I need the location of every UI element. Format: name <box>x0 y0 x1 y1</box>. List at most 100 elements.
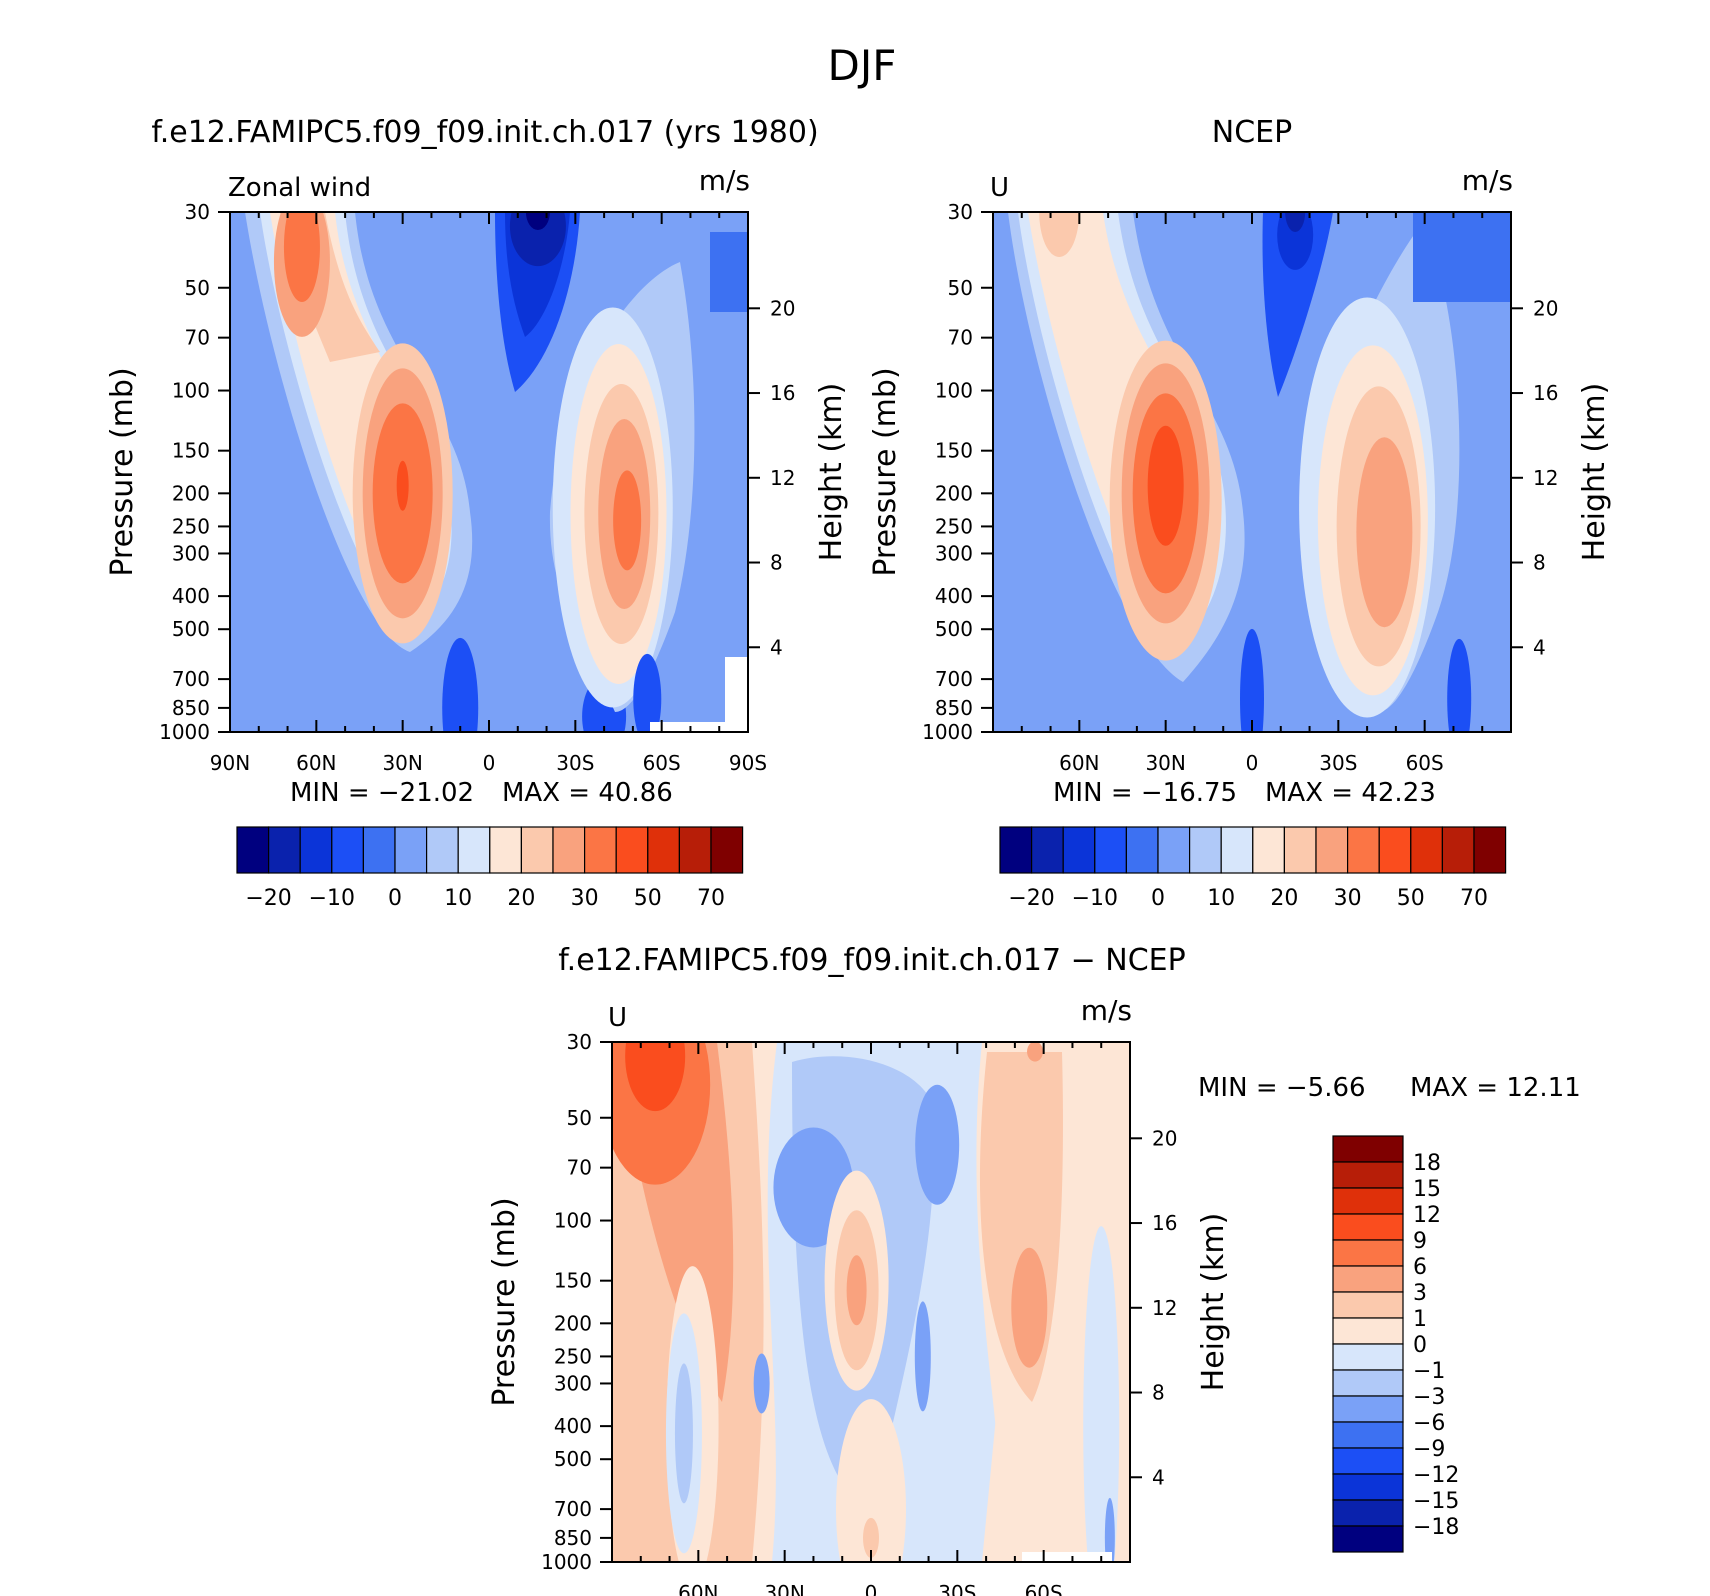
y-tick-label: 400 <box>935 584 973 608</box>
colorbar-swatch <box>1346 826 1380 874</box>
y-tick-label: 30 <box>185 200 210 224</box>
contour-fill <box>1285 212 1306 232</box>
contour-fill <box>863 1517 879 1558</box>
contour-fill <box>710 232 748 312</box>
y-tick-label: 1000 <box>922 720 973 744</box>
colorbar-swatch <box>647 826 680 874</box>
panel-diff-axes: 60N 30N 0 30S 60S 30 50 70 100 150 200 250 300 400 500… <box>541 1030 1177 1596</box>
x-tick-label: 60N <box>296 751 336 775</box>
y-tick-label: 150 <box>172 439 210 463</box>
y2-tick-label: 8 <box>1152 1381 1165 1405</box>
contour-fill <box>525 212 550 230</box>
colorbar-swatch <box>1410 826 1444 874</box>
y-tick-label: 1000 <box>541 1550 592 1574</box>
colorbar-swatch <box>362 826 396 874</box>
colorbar-label: 50 <box>634 886 662 911</box>
colorbar-swatch <box>457 826 491 874</box>
x-tick-label: 60S <box>643 751 681 775</box>
colorbar-swatch <box>1094 826 1128 874</box>
y2-tick-label: 8 <box>1533 551 1546 575</box>
missing-data <box>650 722 725 732</box>
panel-ncep-contours <box>1008 212 1511 732</box>
panel-model-contours <box>245 212 748 732</box>
contour-fill <box>1011 1247 1048 1368</box>
y-tick-label: 150 <box>554 1269 592 1293</box>
colorbar-swatch <box>1332 1421 1404 1449</box>
colorbar-swatch <box>1332 1265 1404 1293</box>
contour-fill <box>396 460 409 511</box>
colorbar-label: −3 <box>1413 1385 1445 1410</box>
y2-tick-label: 4 <box>1152 1465 1165 1489</box>
colorbar-swatch <box>1332 1187 1404 1215</box>
contour-fill <box>1356 437 1413 628</box>
panel-model-axes: 90N 60N 30N 0 30S 60S 90S 30 50 70 100 150 200 250 300… <box>159 200 795 775</box>
panel-model-units: m/s <box>699 164 750 197</box>
colorbar-swatch <box>1332 1317 1404 1345</box>
panel-ncep-colorbar: −20 −10 0 10 20 30 50 70 <box>999 826 1507 911</box>
contour-fill <box>846 1255 867 1326</box>
panel-model-ylabel: Pressure (mb) <box>105 367 140 576</box>
x-tick-label: 30S <box>1319 751 1357 775</box>
colorbar-label: 70 <box>697 886 725 911</box>
panel-ncep-min: MIN = −16.75 <box>1053 778 1237 808</box>
x-tick-label: 60S <box>1025 1581 1063 1596</box>
colorbar-swatch <box>1441 826 1475 874</box>
colorbar-label: −20 <box>245 886 291 911</box>
y-tick-label: 250 <box>554 1344 592 1368</box>
y2-axis: 20 16 12 8 4 <box>748 296 795 659</box>
colorbar-swatch <box>1332 1213 1404 1241</box>
contour-fill <box>914 1301 931 1412</box>
y2-tick-label: 8 <box>770 551 783 575</box>
y2-tick-label: 20 <box>770 296 795 320</box>
y2-tick-label: 12 <box>770 466 795 490</box>
colorbar-label: 0 <box>1413 1333 1427 1358</box>
colorbar-swatch <box>331 826 364 874</box>
y-tick-label: 150 <box>935 439 973 463</box>
panel-model-max: MAX = 40.86 <box>502 778 673 808</box>
colorbar-swatch <box>1252 826 1286 874</box>
panel-diff-plot-area <box>612 1042 1130 1562</box>
contour-fill <box>836 1399 906 1562</box>
panel-ncep-axes: 60N 30N 0 30S 60S 30 50 70 100 150 200 250 300 400 500… <box>922 200 1558 775</box>
y-tick-label: 700 <box>935 667 973 691</box>
colorbar-swatch <box>1332 1447 1404 1475</box>
colorbar-label: 30 <box>571 886 599 911</box>
contour-fill <box>442 637 479 732</box>
colorbar-swatch <box>1332 1369 1404 1397</box>
panel-ncep-y2label: Height (km) <box>1577 383 1612 562</box>
colorbar-swatch <box>1332 1135 1404 1163</box>
y-tick-label: 200 <box>554 1311 592 1335</box>
y2-tick-label: 4 <box>770 635 783 659</box>
panel-ncep-plot-area <box>993 212 1511 732</box>
x-tick-label: 60N <box>1059 751 1099 775</box>
contour-fill <box>1240 628 1264 732</box>
contour-fill <box>674 1363 693 1504</box>
contour-fill <box>1262 212 1333 397</box>
x-tick-label: 30S <box>938 1581 976 1596</box>
x-axis: 60N 30N 0 30S 60S <box>611 1042 1131 1596</box>
y-tick-label: 250 <box>935 514 973 538</box>
colorbar-swatch <box>426 826 459 874</box>
colorbar-swatch <box>1030 826 1064 874</box>
colorbar-swatch <box>583 826 617 874</box>
x-axis: 90N 60N 30N 0 30S 60S 90S <box>210 212 767 775</box>
x-tick-label: 0 <box>1246 751 1259 775</box>
missing-data <box>1022 1552 1112 1562</box>
y-tick-label: 700 <box>554 1497 592 1521</box>
colorbar-swatch <box>1283 826 1317 874</box>
y-tick-label: 70 <box>185 326 210 350</box>
x-tick-label: 0 <box>865 1581 878 1596</box>
panel-diff-min: MIN = −5.66 <box>1198 1073 1366 1103</box>
x-tick-label: 30N <box>1145 751 1185 775</box>
y-tick-label: 500 <box>554 1447 592 1471</box>
y-tick-label: 50 <box>185 276 210 300</box>
x-tick-label: 90S <box>729 751 767 775</box>
colorbar-swatch <box>552 826 586 874</box>
colorbar-swatch <box>1332 1499 1404 1527</box>
colorbar-label: −1 <box>1413 1359 1445 1384</box>
contour-fill <box>915 1084 960 1205</box>
y2-axis: 20 16 12 8 4 <box>1511 296 1558 659</box>
colorbar-label: 6 <box>1413 1255 1427 1280</box>
y-tick-label: 1000 <box>159 720 210 744</box>
